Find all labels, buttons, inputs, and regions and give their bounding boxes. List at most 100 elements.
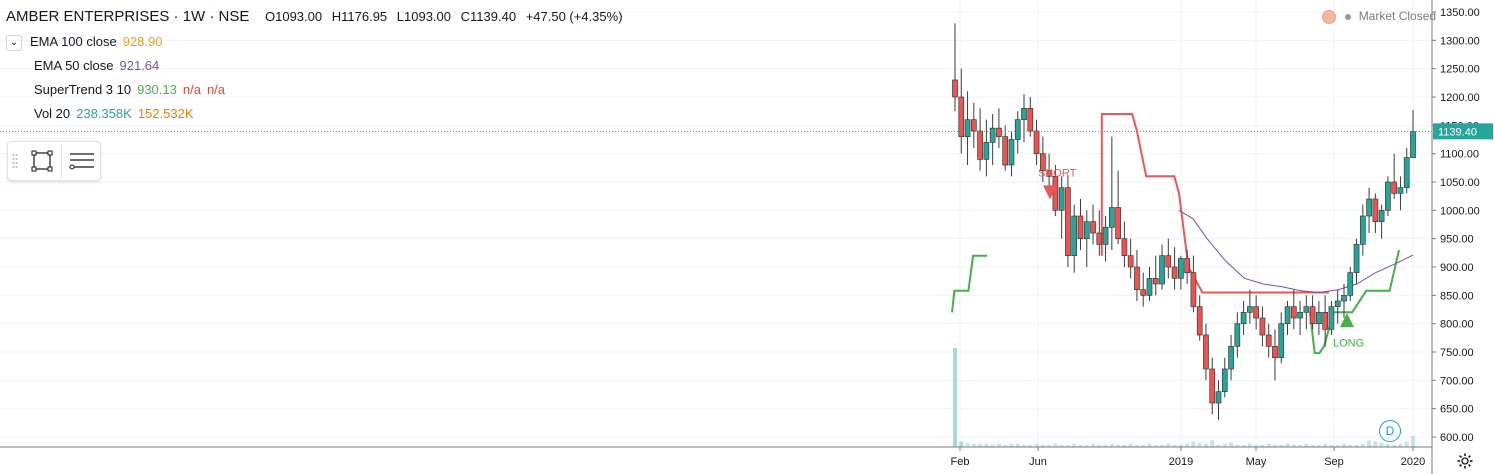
candle-body	[1083, 221, 1090, 240]
volume-bar	[1034, 443, 1039, 447]
candle-body	[1247, 306, 1253, 313]
candle-body	[1290, 306, 1297, 319]
drag-handle-icon[interactable]	[12, 153, 18, 169]
volume-bar	[1247, 443, 1252, 447]
candle-body	[952, 79, 958, 98]
candle-body	[1366, 198, 1372, 217]
volume-bar	[1191, 441, 1196, 447]
volume-bar	[1210, 440, 1215, 447]
volume-bar	[1053, 443, 1058, 447]
candle-body	[1403, 157, 1410, 189]
volume-bar	[1298, 444, 1303, 447]
candle-body	[1171, 266, 1178, 279]
price-tick-label: 1200.00	[1440, 92, 1480, 104]
volume-bar	[1279, 444, 1284, 447]
volume-bar	[1379, 442, 1384, 447]
price-tick-label: 1100.00	[1440, 149, 1479, 161]
status-dot-icon	[1345, 13, 1352, 20]
ohlc-low: L1093.00	[396, 9, 452, 24]
volume-bars	[953, 348, 1415, 447]
volume-bar	[1103, 444, 1108, 447]
collapse-chevron-icon[interactable]: ⌄	[6, 34, 22, 51]
volume-bar	[1323, 443, 1328, 447]
candle-body	[977, 130, 983, 160]
toolbox-divider	[61, 144, 62, 178]
indicator-row[interactable]: SuperTrend 3 10 930.13 n/a n/a	[6, 78, 623, 102]
volume-bar	[1285, 443, 1290, 447]
volume-bar	[1304, 443, 1309, 447]
indicator-row[interactable]: ⌄ EMA 100 close 928.90	[6, 30, 623, 54]
indicator-value: 152.532K	[137, 106, 194, 121]
short-label: SHORT	[1038, 167, 1077, 179]
volume-bar	[984, 443, 989, 447]
candle-body	[1253, 306, 1260, 319]
candle-body	[1184, 258, 1190, 274]
volume-bar	[1348, 444, 1353, 447]
indicator-value: n/a	[182, 82, 201, 97]
candle-body	[1397, 187, 1404, 194]
volume-bar	[990, 444, 995, 447]
candle-body	[1002, 136, 1009, 166]
indicator-value: 930.13	[137, 82, 177, 97]
market-status-label: Market Closed	[1358, 9, 1437, 23]
volume-bar	[1392, 444, 1397, 447]
volume-bar	[1047, 444, 1052, 447]
volume-bar	[1078, 444, 1083, 447]
indicator-name: Vol 20	[34, 106, 71, 121]
candle-body	[1347, 272, 1354, 296]
volume-bar	[978, 443, 983, 447]
volume-bar	[971, 443, 976, 447]
gear-icon[interactable]	[1456, 452, 1474, 470]
volume-bar	[1160, 444, 1165, 447]
price-tick-label: 900.00	[1440, 262, 1474, 274]
volume-bar	[1329, 444, 1334, 447]
price-tick-label: 1050.00	[1440, 177, 1480, 189]
candle-body	[1209, 368, 1216, 404]
volume-bar	[996, 443, 1001, 447]
volume-bar	[959, 441, 964, 447]
volume-bar	[1197, 442, 1202, 447]
volume-bar	[1128, 443, 1133, 447]
volume-bar	[1009, 443, 1014, 447]
volume-bar	[1222, 443, 1227, 447]
symbol-title[interactable]: AMBER ENTERPRISES · 1W · NSE	[6, 8, 250, 25]
candle-body	[989, 127, 996, 143]
volume-bar	[953, 348, 957, 447]
candle-body	[1228, 345, 1234, 370]
volume-bar	[1341, 443, 1346, 447]
candle-body	[964, 119, 971, 138]
long-label: LONG	[1333, 337, 1364, 349]
dividend-badge[interactable]: D	[1379, 420, 1401, 442]
volume-bar	[1097, 444, 1102, 447]
candle-body	[1284, 306, 1291, 325]
indicator-row[interactable]: EMA 50 close 921.64	[6, 54, 623, 78]
candle-body	[1378, 209, 1385, 223]
lines-menu-icon[interactable]	[66, 145, 98, 177]
signal-marks: SHORT LONG	[1038, 167, 1364, 349]
candle-body	[1115, 207, 1121, 240]
volume-bar	[1404, 441, 1409, 447]
time-tick-label: 2019	[1169, 456, 1193, 468]
volume-bar	[1235, 444, 1240, 447]
volume-bar	[1065, 444, 1070, 447]
price-tick-label: 950.00	[1440, 234, 1474, 246]
rectangle-tool-icon[interactable]	[26, 145, 58, 177]
volume-bar	[1254, 444, 1259, 447]
candle-body	[1328, 306, 1335, 330]
indicator-row[interactable]: Vol 20 238.358K 152.532K	[6, 102, 623, 126]
indicator-value: 921.64	[119, 58, 160, 73]
price-tick-label: 1300.00	[1440, 35, 1480, 47]
candle-body	[996, 127, 1002, 138]
candle-body	[1334, 300, 1341, 308]
volume-bar	[965, 442, 970, 447]
candle-body	[1052, 175, 1059, 211]
volume-bar	[1260, 444, 1265, 447]
candle-body	[1033, 130, 1040, 155]
time-tick-label: 2020	[1401, 456, 1425, 468]
candle-body	[1046, 170, 1052, 177]
symbol-row: AMBER ENTERPRISES · 1W · NSE O1093.00 H1…	[6, 4, 623, 30]
candle-body	[1322, 311, 1329, 330]
volume-bar	[1203, 443, 1208, 447]
